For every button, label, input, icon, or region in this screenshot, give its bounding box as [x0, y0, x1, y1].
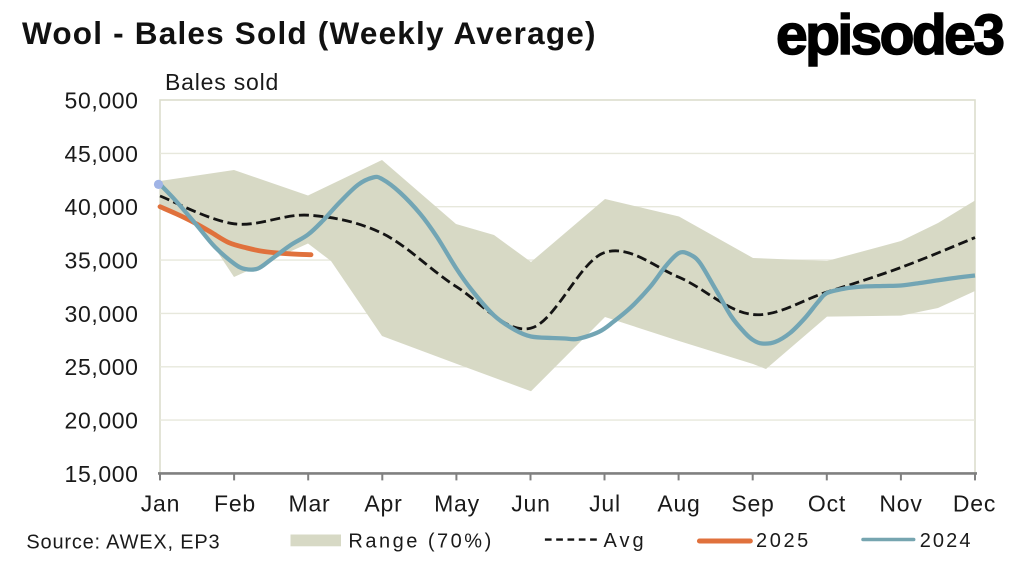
svg-text:40,000: 40,000: [65, 194, 139, 220]
svg-text:Jan: Jan: [141, 491, 180, 517]
svg-text:15,000: 15,000: [65, 461, 139, 487]
svg-text:Apr: Apr: [364, 491, 402, 517]
svg-text:Jul: Jul: [589, 491, 621, 517]
svg-text:Sep: Sep: [731, 491, 774, 517]
svg-text:25,000: 25,000: [65, 354, 139, 380]
svg-text:Aug: Aug: [657, 491, 700, 517]
svg-text:30,000: 30,000: [65, 301, 139, 327]
svg-text:2025: 2025: [756, 530, 811, 552]
svg-text:Source: AWEX, EP3: Source: AWEX, EP3: [26, 531, 220, 553]
svg-text:Dec: Dec: [953, 491, 996, 517]
svg-text:20,000: 20,000: [65, 408, 139, 434]
svg-text:Oct: Oct: [808, 491, 846, 517]
svg-text:May: May: [434, 491, 480, 517]
svg-text:45,000: 45,000: [65, 141, 139, 167]
svg-text:Bales sold: Bales sold: [165, 69, 279, 95]
svg-text:Avg: Avg: [604, 530, 647, 552]
svg-text:Range (70%): Range (70%): [348, 530, 493, 552]
svg-text:Nov: Nov: [879, 491, 922, 517]
svg-text:50,000: 50,000: [65, 87, 139, 113]
svg-text:Feb: Feb: [214, 491, 256, 517]
svg-text:2024: 2024: [920, 530, 973, 552]
svg-text:Mar: Mar: [288, 491, 330, 517]
svg-text:35,000: 35,000: [65, 248, 139, 274]
svg-text:Jun: Jun: [511, 491, 550, 517]
